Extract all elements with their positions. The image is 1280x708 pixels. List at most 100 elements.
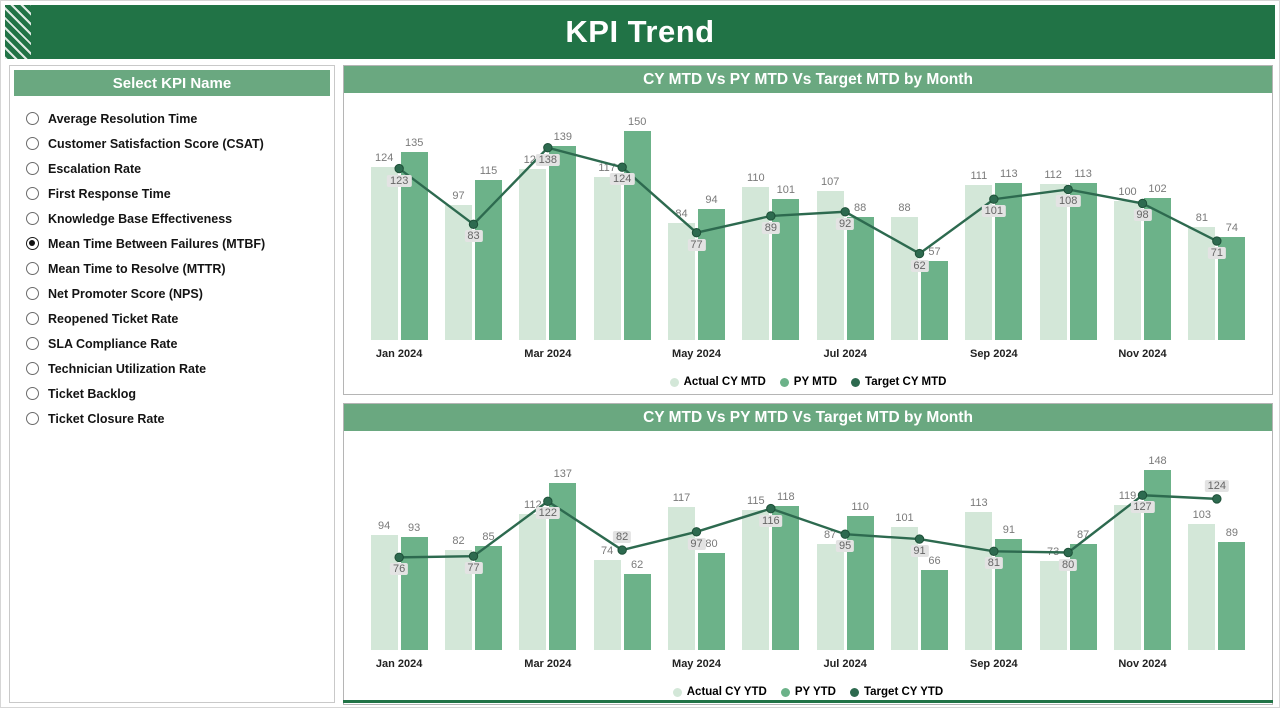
radio-icon <box>26 187 39 200</box>
line-data-label: 92 <box>836 217 855 230</box>
bar[interactable] <box>698 208 725 340</box>
bar-data-label: 111 <box>970 170 988 183</box>
kpi-option-first-response-time[interactable]: First Response Time <box>26 181 330 206</box>
bar[interactable] <box>995 539 1023 650</box>
bar[interactable] <box>370 167 398 340</box>
line-data-label: 62 <box>910 259 929 272</box>
legend-item-py-mtd[interactable]: PY MTD <box>779 376 837 388</box>
legend-label: Target CY YTD <box>863 686 944 698</box>
line-marker[interactable] <box>1212 494 1222 504</box>
legend-item-py-ytd[interactable]: PY YTD <box>780 686 836 698</box>
kpi-option-label: Net Promoter Score (NPS) <box>48 286 203 301</box>
kpi-option-mean-time-to-resolve-mttr[interactable]: Mean Time to Resolve (MTTR) <box>26 256 330 281</box>
line-data-label: 76 <box>390 563 409 576</box>
kpi-option-customer-satisfaction-score-csat[interactable]: Customer Satisfaction Score (CSAT) <box>26 131 330 156</box>
bar[interactable] <box>593 176 621 340</box>
bar[interactable] <box>846 515 874 650</box>
bar[interactable] <box>965 512 993 650</box>
bar[interactable] <box>772 506 800 650</box>
bar-data-label: 117 <box>672 492 691 505</box>
x-axis-label: Mar 2024 <box>524 658 572 670</box>
bar[interactable] <box>921 569 948 650</box>
kpi-option-average-resolution-time[interactable]: Average Resolution Time <box>26 106 330 131</box>
bar-data-label: 80 <box>705 537 718 550</box>
radio-selected-icon <box>26 237 39 250</box>
bar[interactable] <box>891 217 918 340</box>
bar[interactable] <box>1039 561 1067 650</box>
kpi-option-ticket-backlog[interactable]: Ticket Backlog <box>26 381 330 406</box>
kpi-option-mean-time-between-failures-mtbf[interactable]: Mean Time Between Failures (MTBF) <box>26 231 330 256</box>
bar-data-label: 107 <box>820 175 840 188</box>
kpi-option-technician-utilization-rate[interactable]: Technician Utilization Rate <box>26 356 330 381</box>
x-axis-label: Sep 2024 <box>969 658 1018 670</box>
line-data-label: 127 <box>1130 501 1155 514</box>
bar[interactable] <box>742 509 770 650</box>
bar[interactable] <box>1114 504 1141 650</box>
bar-data-label: 110 <box>851 500 869 513</box>
bar[interactable] <box>1144 469 1171 650</box>
bar[interactable] <box>1218 541 1246 650</box>
bar[interactable] <box>445 204 472 340</box>
bar[interactable] <box>742 186 770 340</box>
bar[interactable] <box>921 260 948 340</box>
line-data-label: 83 <box>464 230 483 243</box>
radio-icon <box>26 312 39 325</box>
legend-dot-icon <box>669 377 679 387</box>
legend-item-actual-cy-ytd[interactable]: Actual CY YTD <box>672 686 767 698</box>
legend-item-actual-cy-mtd[interactable]: Actual CY MTD <box>669 376 766 388</box>
x-axis-label: May 2024 <box>672 658 721 670</box>
bar-data-label: 57 <box>928 245 941 258</box>
bar[interactable] <box>668 507 695 650</box>
bar[interactable] <box>593 559 621 650</box>
x-axis-label: Mar 2024 <box>524 348 572 360</box>
bar[interactable] <box>698 552 725 650</box>
kpi-option-label: Mean Time to Resolve (MTTR) <box>48 261 226 276</box>
bar[interactable] <box>1188 524 1216 650</box>
bar-data-label: 124 <box>374 152 394 165</box>
x-axis-label: Jan 2024 <box>375 348 423 360</box>
kpi-option-reopened-ticket-rate[interactable]: Reopened Ticket Rate <box>26 306 330 331</box>
kpi-option-net-promoter-score-nps[interactable]: Net Promoter Score (NPS) <box>26 281 330 306</box>
kpi-option-ticket-closure-rate[interactable]: Ticket Closure Rate <box>26 406 330 431</box>
line-marker[interactable] <box>617 545 627 555</box>
bar[interactable] <box>549 146 577 340</box>
bar[interactable] <box>1188 227 1216 340</box>
chart-legend-ytd: Actual CY YTD PY YTD Target CY YTD <box>344 680 1272 704</box>
bar[interactable] <box>400 536 428 650</box>
legend-label: Actual CY YTD <box>686 686 767 698</box>
kpi-option-escalation-rate[interactable]: Escalation Rate <box>26 156 330 181</box>
bar[interactable] <box>772 199 800 340</box>
bar[interactable] <box>816 190 844 340</box>
kpi-option-label: Reopened Ticket Rate <box>48 311 179 326</box>
bar-data-label: 85 <box>482 531 495 544</box>
bar[interactable] <box>1114 200 1141 340</box>
line-data-label: 138 <box>535 153 561 166</box>
bar-data-label: 87 <box>824 528 837 541</box>
legend-label: PY YTD <box>794 686 836 698</box>
bar[interactable] <box>623 130 651 340</box>
legend-item-target-cy-mtd[interactable]: Target CY MTD <box>851 376 946 388</box>
bar-data-label: 137 <box>553 468 573 481</box>
line-data-label: 98 <box>1133 209 1152 222</box>
kpi-option-label: Ticket Closure Rate <box>48 411 165 426</box>
radio-icon <box>26 387 39 400</box>
radio-icon <box>26 337 39 350</box>
bar[interactable] <box>475 179 502 340</box>
line-data-label: 89 <box>761 221 780 234</box>
bar[interactable] <box>519 513 547 650</box>
bar[interactable] <box>816 543 844 650</box>
bar-data-label: 117 <box>598 161 616 174</box>
bar-data-label: 101 <box>776 184 796 197</box>
bar-data-label: 103 <box>1192 509 1212 522</box>
kpi-option-label: SLA Compliance Rate <box>48 336 178 351</box>
legend-item-target-cy-ytd[interactable]: Target CY YTD <box>849 686 944 698</box>
bar[interactable] <box>370 535 398 650</box>
radio-icon <box>26 262 39 275</box>
bar[interactable] <box>846 217 874 340</box>
bar[interactable] <box>623 574 651 650</box>
kpi-option-list: Average Resolution Time Customer Satisfac… <box>10 98 334 431</box>
kpi-option-sla-compliance-rate[interactable]: SLA Compliance Rate <box>26 331 330 356</box>
bar[interactable] <box>519 168 547 340</box>
kpi-option-knowledge-base-effectiveness[interactable]: Knowledge Base Effectiveness <box>26 206 330 231</box>
radio-icon <box>26 362 39 375</box>
